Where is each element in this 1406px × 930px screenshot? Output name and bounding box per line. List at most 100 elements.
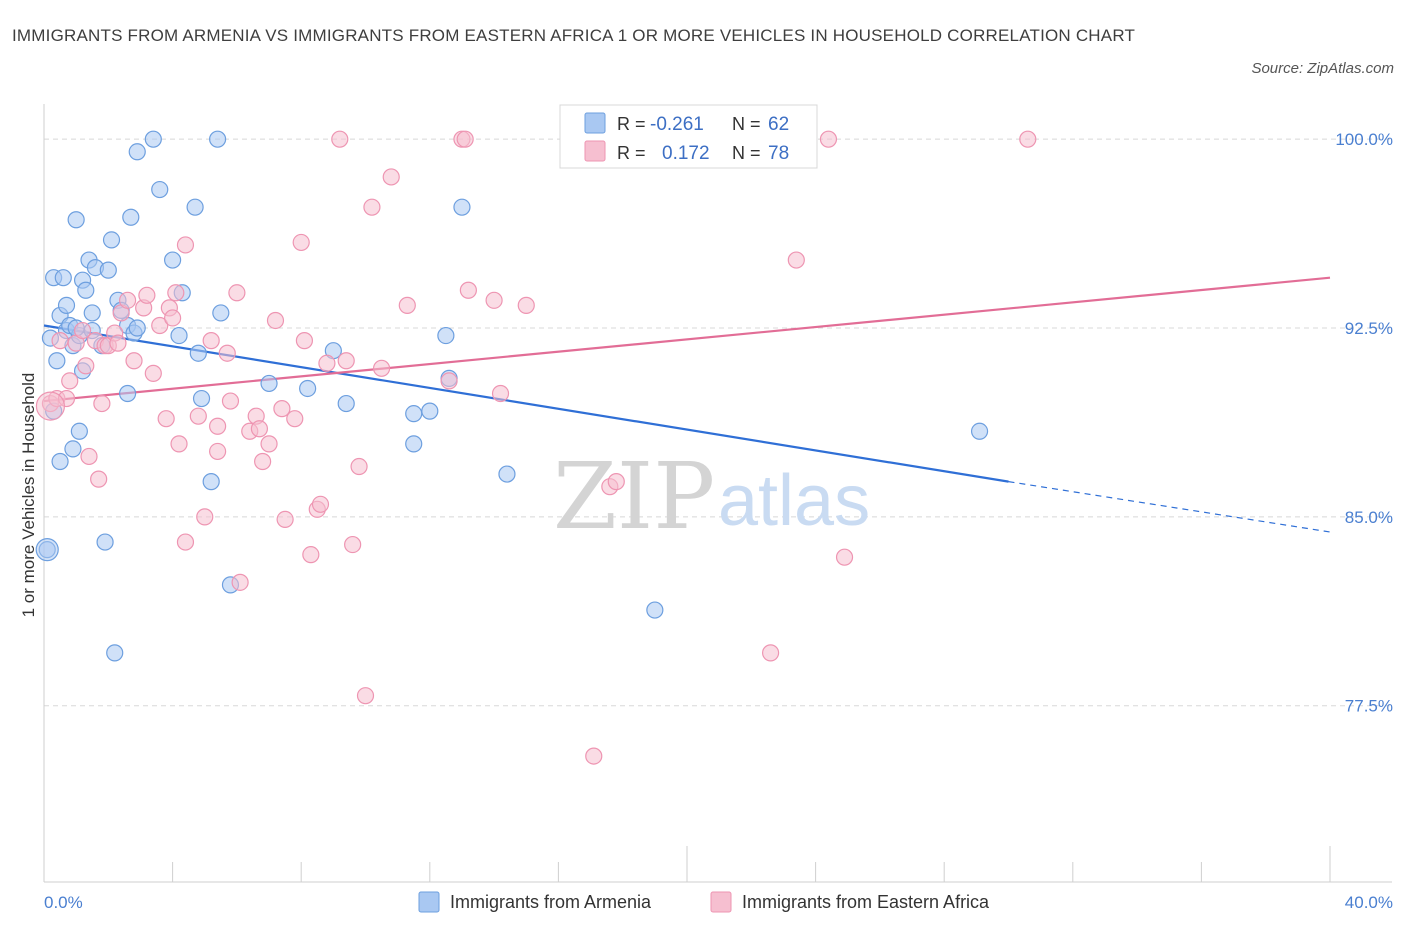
point-eastern-africa	[231, 573, 249, 591]
point-armenia	[192, 389, 211, 408]
point-eastern-africa	[90, 470, 108, 488]
point-eastern-africa	[337, 352, 355, 370]
point-eastern-africa	[459, 281, 477, 299]
y-tick-label: 85.0%	[1345, 508, 1393, 527]
point-eastern-africa	[167, 284, 185, 302]
point-armenia	[144, 130, 162, 148]
point-armenia	[128, 143, 146, 161]
point-eastern-africa	[176, 236, 195, 254]
point-eastern-africa	[250, 420, 269, 438]
point-armenia	[57, 296, 76, 314]
trend-line-eastern-africa	[43, 276, 1331, 403]
point-eastern-africa	[440, 372, 458, 390]
point-armenia	[96, 533, 114, 551]
point-armenia	[122, 208, 140, 226]
point-eastern-africa	[585, 747, 603, 765]
point-armenia	[54, 269, 72, 287]
point-armenia	[170, 326, 188, 345]
point-eastern-africa	[209, 442, 227, 461]
point-armenia	[453, 198, 471, 216]
point-eastern-africa	[218, 344, 236, 362]
legend-r-value-eastern-africa: 0.172	[662, 143, 710, 164]
point-armenia	[405, 435, 423, 453]
legend-n-label-armenia: N =	[732, 114, 761, 134]
point-eastern-africa	[819, 130, 838, 148]
point-eastern-africa	[456, 130, 474, 148]
point-eastern-africa	[221, 392, 240, 410]
point-eastern-africa	[311, 495, 330, 513]
point-armenia	[189, 344, 207, 362]
point-eastern-africa	[209, 417, 227, 435]
point-eastern-africa	[398, 296, 416, 314]
point-eastern-africa	[266, 311, 285, 330]
bottom-legend-armenia: Immigrants from Armenia	[450, 892, 652, 912]
point-armenia	[99, 261, 117, 279]
point-armenia	[51, 452, 69, 471]
bottom-legend-eastern-africa: Immigrants from Eastern Africa	[742, 892, 990, 912]
point-eastern-africa	[151, 316, 169, 335]
point-armenia	[67, 211, 85, 229]
point-eastern-africa	[331, 130, 349, 148]
legend-r-label-eastern-africa: R =	[617, 143, 646, 163]
point-armenia	[118, 384, 137, 403]
point-eastern-africa	[164, 309, 182, 327]
y-tick-label: 92.5%	[1345, 319, 1393, 338]
point-armenia	[970, 422, 989, 440]
point-eastern-africa	[302, 546, 320, 564]
x-tick-labels: 0.0% 40.0%	[44, 893, 1393, 912]
point-armenia	[48, 352, 66, 370]
bottom-legend-swatch-armenia	[418, 891, 440, 913]
point-eastern-africa	[607, 473, 625, 491]
source-label: Source: ZipAtlas.com	[1251, 60, 1394, 77]
point-eastern-africa	[80, 447, 98, 466]
point-armenia	[337, 394, 355, 413]
point-eastern-africa	[356, 687, 375, 705]
point-eastern-africa	[109, 334, 127, 352]
legend-swatch-armenia	[584, 112, 606, 134]
point-eastern-africa	[189, 407, 207, 425]
point-eastern-africa	[138, 286, 156, 304]
point-armenia	[151, 180, 169, 199]
point-eastern-africa	[292, 233, 310, 252]
y-tick-labels: 100.0% 92.5% 85.0% 77.5%	[1335, 130, 1393, 716]
legend-swatch-eastern-africa	[584, 140, 606, 162]
trend-line-armenia	[43, 324, 1009, 483]
point-eastern-africa	[157, 410, 175, 428]
point-eastern-africa	[196, 508, 214, 526]
point-eastern-africa	[176, 533, 195, 551]
point-armenia	[35, 538, 59, 562]
point-eastern-africa	[202, 332, 220, 350]
legend-n-value-armenia: 62	[768, 114, 789, 135]
data-points	[35, 130, 1037, 765]
point-armenia	[260, 374, 278, 393]
point-armenia	[102, 231, 121, 249]
point-eastern-africa	[254, 452, 272, 471]
point-eastern-africa	[344, 535, 362, 554]
point-armenia	[128, 319, 146, 337]
point-armenia	[164, 251, 182, 269]
chart-title: IMMIGRANTS FROM ARMENIA VS IMMIGRANTS FR…	[12, 26, 1136, 45]
point-eastern-africa	[350, 457, 368, 476]
point-armenia	[299, 379, 317, 398]
point-eastern-africa	[286, 410, 304, 428]
point-armenia	[70, 422, 88, 440]
x-tick-label: 40.0%	[1345, 893, 1393, 912]
y-axis-title: 1 or more Vehicles in Household	[19, 373, 38, 618]
point-eastern-africa	[35, 391, 66, 421]
point-armenia	[437, 326, 455, 345]
series-legend: Immigrants from Armenia Immigrants from …	[418, 891, 990, 913]
point-armenia	[212, 304, 230, 322]
point-armenia	[77, 281, 95, 299]
point-eastern-africa	[170, 435, 188, 453]
point-eastern-africa	[1019, 130, 1037, 148]
bottom-legend-swatch-eastern-africa	[710, 891, 732, 913]
point-eastern-africa	[260, 435, 278, 453]
point-eastern-africa	[787, 251, 805, 269]
point-eastern-africa	[276, 510, 294, 529]
gridlines	[44, 138, 1392, 707]
point-eastern-africa	[363, 198, 381, 216]
point-eastern-africa	[77, 357, 95, 375]
y-tick-label: 77.5%	[1345, 697, 1393, 716]
watermark-atlas: atlas	[718, 461, 870, 541]
